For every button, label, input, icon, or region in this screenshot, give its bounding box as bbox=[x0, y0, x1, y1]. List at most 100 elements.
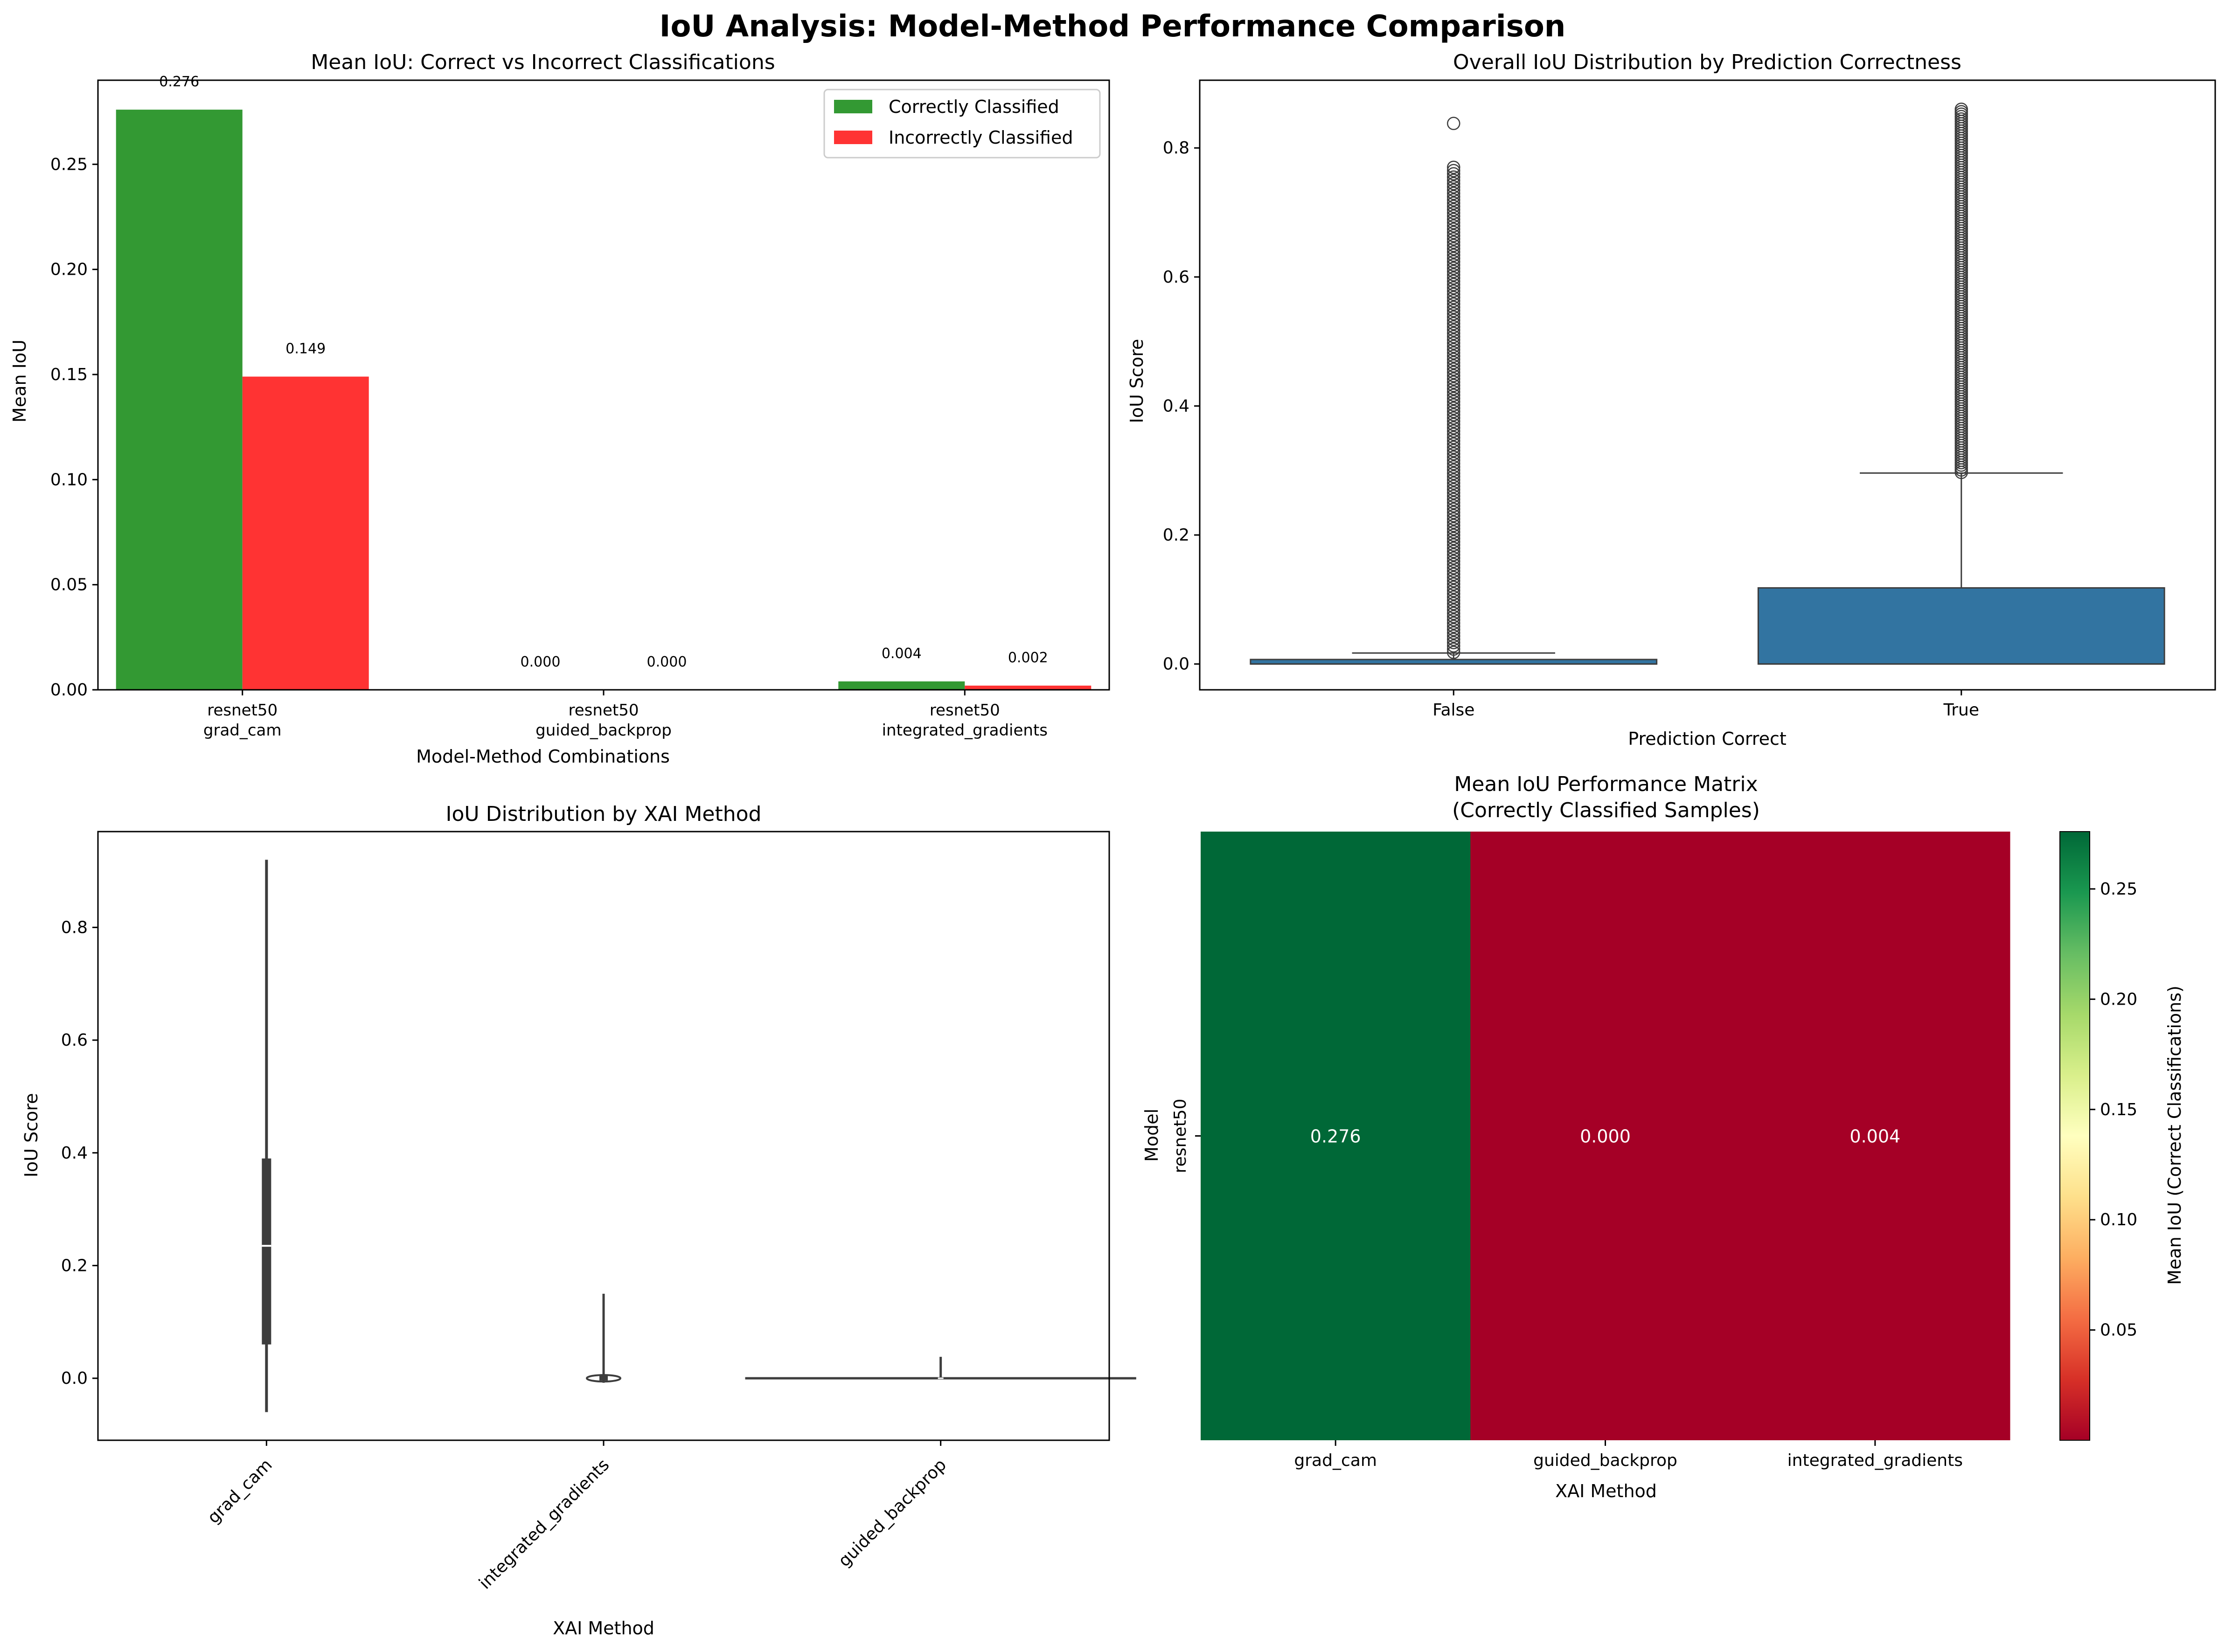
y-tick-label: 0.4 bbox=[61, 1144, 88, 1163]
x-tick-label: grad_cam bbox=[203, 721, 282, 740]
outlier-point bbox=[1447, 496, 1460, 509]
outlier-point bbox=[1447, 395, 1460, 409]
box-True bbox=[1757, 587, 2165, 665]
box-plot-xlabel: Prediction Correct bbox=[1628, 729, 1787, 749]
outlier-point bbox=[1447, 164, 1460, 177]
box-plot-panel: Overall IoU Distribution by Prediction C… bbox=[1126, 50, 2216, 749]
colorbar-tick-label: 0.20 bbox=[2100, 990, 2137, 1009]
colorbar bbox=[2060, 832, 2090, 1440]
outlier-point bbox=[1447, 506, 1460, 519]
outlier-point bbox=[1954, 102, 1968, 116]
outlier-point bbox=[1447, 489, 1460, 503]
bar-value-label: 0.000 bbox=[521, 654, 561, 670]
outlier-point bbox=[1447, 587, 1460, 601]
outlier-point bbox=[1447, 555, 1460, 568]
outlier-point bbox=[1447, 580, 1460, 594]
outlier-point bbox=[1447, 304, 1460, 318]
outlier-point bbox=[1447, 238, 1460, 252]
outlier-point bbox=[1447, 512, 1460, 526]
outlier-point bbox=[1447, 236, 1460, 249]
outlier-point bbox=[1447, 209, 1460, 223]
outlier-point bbox=[1447, 356, 1460, 369]
outlier-point bbox=[1447, 603, 1460, 617]
outlier-point bbox=[1447, 639, 1460, 653]
outlier-point bbox=[1447, 606, 1460, 620]
outlier-point bbox=[1447, 206, 1460, 220]
violin-plot-ylabel: IoU Score bbox=[21, 1093, 42, 1178]
outlier-point bbox=[1447, 402, 1460, 415]
outlier-point bbox=[1447, 564, 1460, 578]
outlier-point bbox=[1447, 493, 1460, 506]
outlier-point bbox=[1447, 281, 1460, 295]
outlier-point bbox=[1447, 353, 1460, 366]
box-plot-frame bbox=[1199, 79, 2216, 691]
outlier-point bbox=[1447, 183, 1460, 197]
outlier-point bbox=[1447, 427, 1460, 441]
outlier-point bbox=[1447, 473, 1460, 487]
outlier-point bbox=[1447, 346, 1460, 360]
heatmap-cell-resnet50-guided_backprop bbox=[1470, 832, 1741, 1440]
outlier-point bbox=[1447, 535, 1460, 548]
outlier-point bbox=[1447, 379, 1460, 392]
x-tick-label: grad_cam bbox=[204, 1455, 276, 1527]
outlier-point bbox=[1447, 593, 1460, 607]
outlier-point bbox=[1447, 548, 1460, 562]
outlier-point bbox=[1447, 359, 1460, 373]
outlier-point bbox=[1447, 323, 1460, 337]
outlier-point bbox=[1447, 307, 1460, 321]
outlier-point bbox=[1447, 117, 1460, 130]
outlier-point bbox=[1447, 203, 1460, 216]
bar-chart-ylabel: Mean IoU bbox=[9, 340, 30, 423]
outlier-point bbox=[1447, 532, 1460, 545]
outlier-point bbox=[1447, 437, 1460, 451]
outlier-point bbox=[1447, 577, 1460, 591]
bar-value-label: 0.002 bbox=[1008, 650, 1048, 666]
outlier-point bbox=[1447, 430, 1460, 444]
x-tick-label: guided_backprop bbox=[835, 1455, 950, 1570]
y-tick-label: 0.2 bbox=[1163, 526, 1189, 545]
outlier-point bbox=[1447, 174, 1460, 187]
heatmap-subtitle: (Correctly Classified Samples) bbox=[1452, 798, 1760, 822]
outlier-point bbox=[1447, 444, 1460, 458]
y-tick-label: 0.2 bbox=[61, 1256, 88, 1275]
x-tick-label: integrated_gradients bbox=[882, 721, 1048, 740]
y-tick-label: 0.6 bbox=[1163, 268, 1189, 287]
violin-plot-title: IoU Distribution by XAI Method bbox=[446, 802, 762, 826]
outlier-point bbox=[1447, 366, 1460, 379]
colorbar-tick-label: 0.05 bbox=[2100, 1321, 2137, 1340]
violin-plot-panel: IoU Distribution by XAI Method XAI Metho… bbox=[21, 802, 1136, 1638]
outlier-point bbox=[1447, 261, 1460, 275]
outlier-point bbox=[1447, 219, 1460, 233]
outlier-point bbox=[1447, 447, 1460, 461]
y-tick-label: 0.05 bbox=[50, 576, 88, 595]
outlier-point bbox=[1447, 561, 1460, 575]
bar-chart-legend: Correctly Classified Incorrectly Classif… bbox=[823, 89, 1101, 159]
outlier-point bbox=[1447, 440, 1460, 454]
outlier-point bbox=[1447, 613, 1460, 627]
legend-label-correct: Correctly Classified bbox=[889, 97, 1059, 117]
x-tick-label: False bbox=[1432, 701, 1474, 720]
x-tick-label: integrated_gradients bbox=[1787, 1451, 1963, 1470]
outlier-point bbox=[1447, 177, 1460, 190]
outlier-point bbox=[1447, 369, 1460, 382]
outlier-point bbox=[1447, 460, 1460, 474]
figure-title: IoU Analysis: Model-Method Performance C… bbox=[660, 9, 1566, 44]
outlier-point bbox=[1447, 349, 1460, 363]
outlier-point bbox=[1447, 453, 1460, 467]
outlier-point bbox=[1447, 558, 1460, 571]
heatmap-cell-resnet50-grad_cam bbox=[1201, 832, 1471, 1440]
legend-swatch-correct bbox=[834, 100, 872, 113]
outlier-point bbox=[1447, 398, 1460, 412]
outlier-point bbox=[1447, 574, 1460, 588]
outlier-point bbox=[1447, 522, 1460, 535]
outlier-point bbox=[1447, 287, 1460, 301]
outlier-point bbox=[1447, 313, 1460, 327]
outlier-point bbox=[1447, 264, 1460, 278]
bar-incorrect-grad_cam bbox=[242, 376, 369, 690]
heatmap-title: Mean IoU Performance Matrix bbox=[1454, 772, 1758, 796]
outlier-point bbox=[1447, 294, 1460, 308]
outlier-point bbox=[1447, 483, 1460, 497]
box-plot-title: Overall IoU Distribution by Prediction C… bbox=[1453, 50, 1961, 74]
violin-iqr-box bbox=[262, 1158, 271, 1345]
outlier-point bbox=[1447, 196, 1460, 210]
